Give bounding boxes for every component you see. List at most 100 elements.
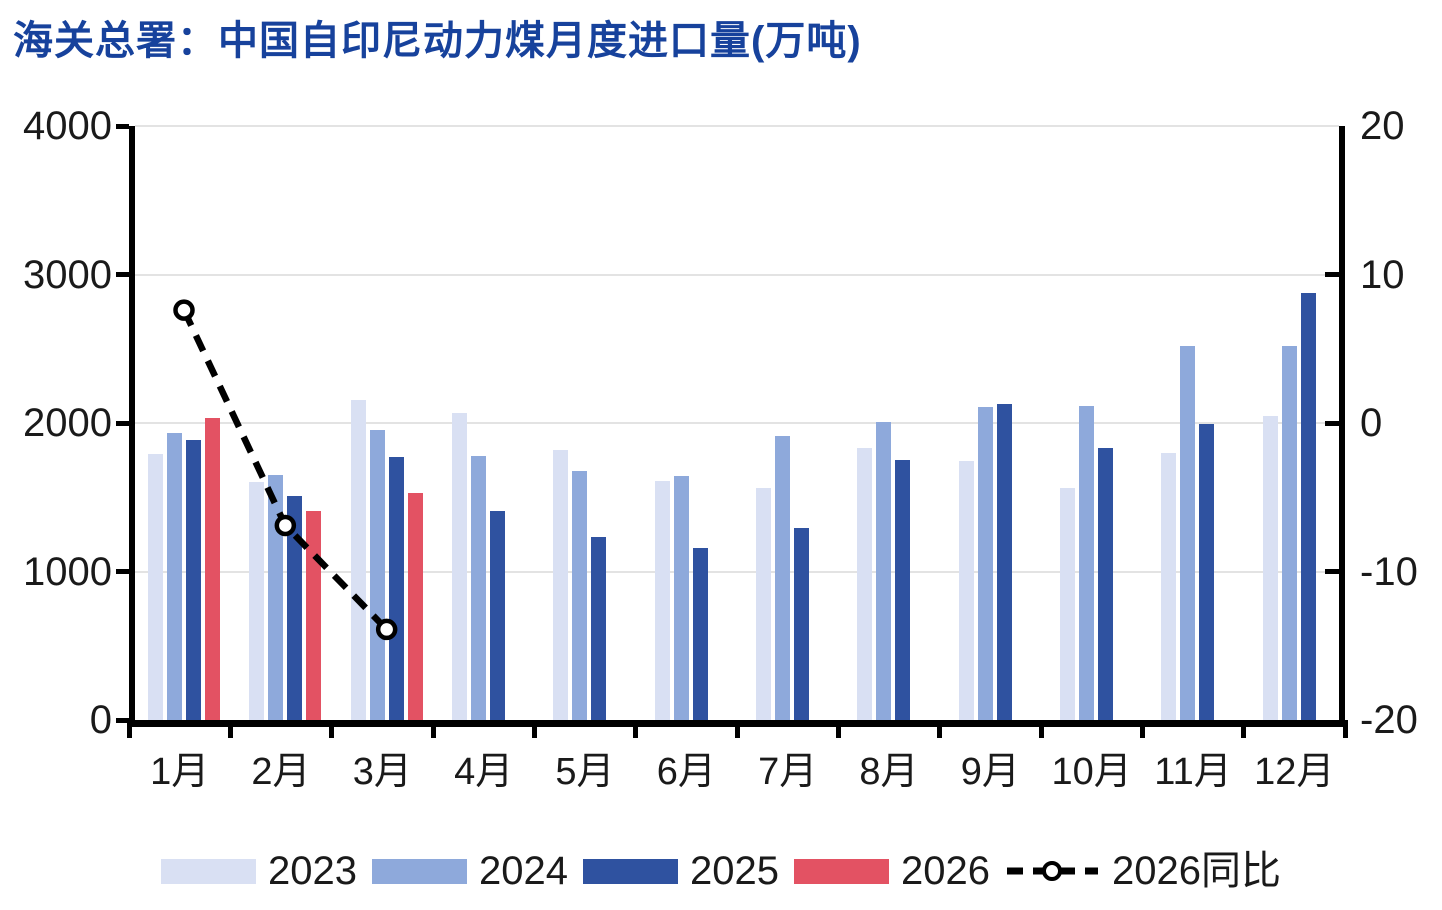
legend-label-2025: 2025	[690, 849, 779, 893]
legend-swatch-2024	[372, 858, 468, 884]
bar-2023-3月	[350, 399, 366, 720]
x-boundary-tick-7	[835, 720, 841, 738]
bar-2023-11月	[1161, 452, 1177, 720]
legend-item-2024: 2024	[372, 848, 568, 894]
bar-2025-5月	[591, 536, 607, 720]
right-tick-10	[1325, 272, 1339, 277]
x-boundary-tick-0	[126, 720, 132, 738]
yoy-line-layer	[173, 299, 398, 641]
x-boundary-tick-8	[937, 720, 943, 738]
left-axis-tick-label: 1000	[23, 549, 112, 594]
left-axis-tick-label: 0	[89, 698, 112, 742]
gridline-1000	[135, 570, 1339, 573]
bar-2023-4月	[452, 412, 467, 720]
right-axis-tick-label: 10	[1360, 252, 1405, 297]
bar-2023-5月	[553, 450, 569, 720]
month-label-12月: 12月	[1254, 751, 1335, 793]
bar-2023-1月	[148, 454, 163, 720]
left-axis-tick-label: 3000	[23, 252, 112, 297]
y-axis-line-left	[129, 126, 135, 727]
bar-2025-12月	[1300, 293, 1316, 720]
bar-2025-11月	[1199, 424, 1215, 720]
left-axis-tick-label: 2000	[23, 401, 112, 445]
bar-2023-10月	[1060, 487, 1075, 720]
x-boundary-tick-5	[633, 720, 639, 738]
bar-2025-9月	[996, 404, 1012, 720]
legend-swatch-2025	[583, 858, 678, 884]
x-boundary-tick-4	[531, 720, 537, 738]
legend-item-2025: 2025	[583, 848, 779, 894]
x-boundary-tick-10	[1139, 720, 1145, 738]
month-label-4月: 4月	[454, 751, 514, 793]
bar-2024-2月	[268, 474, 284, 720]
legend-item-2023: 2023	[161, 848, 357, 894]
legend-item-2026同比: 2026同比	[1005, 848, 1281, 894]
x-boundary-tick-3	[430, 720, 436, 738]
bar-2025-6月	[692, 548, 708, 720]
yoy-marker-3月	[375, 618, 398, 641]
right-axis-tick-label: 20	[1360, 104, 1405, 148]
bar-2024-10月	[1079, 405, 1094, 720]
left-tick-3000	[116, 272, 129, 277]
bar-2026-2月	[306, 511, 322, 720]
bar-2025-4月	[490, 511, 505, 720]
gridline-4000	[135, 125, 1339, 127]
bar-2024-5月	[572, 471, 588, 720]
x-boundary-tick-1	[227, 720, 233, 738]
bar-2023-6月	[654, 480, 670, 720]
chart-title: 海关总署：中国自印尼动力煤月度进口量(万吨)	[13, 19, 862, 63]
yoy-marker-2月	[274, 514, 297, 537]
legend-label-2026: 2026	[900, 849, 990, 893]
x-boundary-tick-9	[1038, 720, 1044, 738]
month-label-1月: 1月	[150, 751, 210, 793]
bar-2024-11月	[1180, 345, 1196, 720]
yoy-marker-1月	[173, 299, 195, 321]
x-boundary-tick-2	[329, 720, 335, 738]
legend-label-2023: 2023	[268, 849, 358, 893]
bar-2026-3月	[407, 492, 423, 720]
month-label-6月: 6月	[656, 751, 716, 793]
bar-2023-2月	[249, 482, 265, 720]
right-axis-tick-label: -20	[1360, 698, 1418, 742]
right-axis-tick-label: -10	[1360, 549, 1418, 594]
bar-2023-7月	[756, 488, 771, 720]
left-tick-4000	[116, 123, 129, 129]
month-label-9月: 9月	[960, 751, 1020, 793]
bar-2024-7月	[775, 435, 790, 720]
x-boundary-tick-12	[1342, 720, 1348, 738]
bar-2024-4月	[471, 456, 486, 720]
yoy-line	[181, 308, 389, 632]
right-tick--10	[1325, 569, 1339, 574]
bar-2025-10月	[1098, 448, 1113, 720]
bar-2023-8月	[857, 447, 873, 720]
month-label-2月: 2月	[251, 751, 311, 793]
month-label-7月: 7月	[758, 751, 818, 793]
month-label-8月: 8月	[859, 751, 919, 793]
month-label-11月: 11月	[1154, 751, 1232, 793]
plot-area	[116, 123, 1348, 738]
bar-2024-8月	[876, 421, 892, 720]
legend-label-2024: 2024	[479, 849, 568, 893]
month-label-5月: 5月	[555, 751, 615, 793]
left-axis-tick-label: 4000	[23, 104, 112, 148]
left-tick-1000	[116, 569, 129, 574]
legend-line-sample	[1006, 861, 1098, 881]
legend-swatch-2026	[793, 858, 889, 884]
bar-2023-12月	[1262, 415, 1278, 720]
legend-swatch-2023	[161, 858, 257, 884]
bar-2025-1月	[186, 440, 201, 720]
gridline-2000	[135, 422, 1339, 424]
right-axis-tick-label: 0	[1360, 401, 1383, 445]
right-tick-0	[1325, 420, 1339, 426]
bar-2024-3月	[369, 430, 385, 720]
legend-label-2026同比: 2026同比	[1111, 849, 1281, 893]
bar-2025-3月	[388, 457, 404, 720]
left-tick-0	[116, 717, 129, 723]
y-axis-line-right	[1339, 126, 1345, 727]
left-tick-2000	[116, 420, 129, 426]
bar-2024-1月	[167, 432, 182, 720]
bar-2024-12月	[1281, 345, 1297, 720]
bar-2025-2月	[287, 495, 303, 720]
bar-2024-6月	[673, 476, 689, 720]
